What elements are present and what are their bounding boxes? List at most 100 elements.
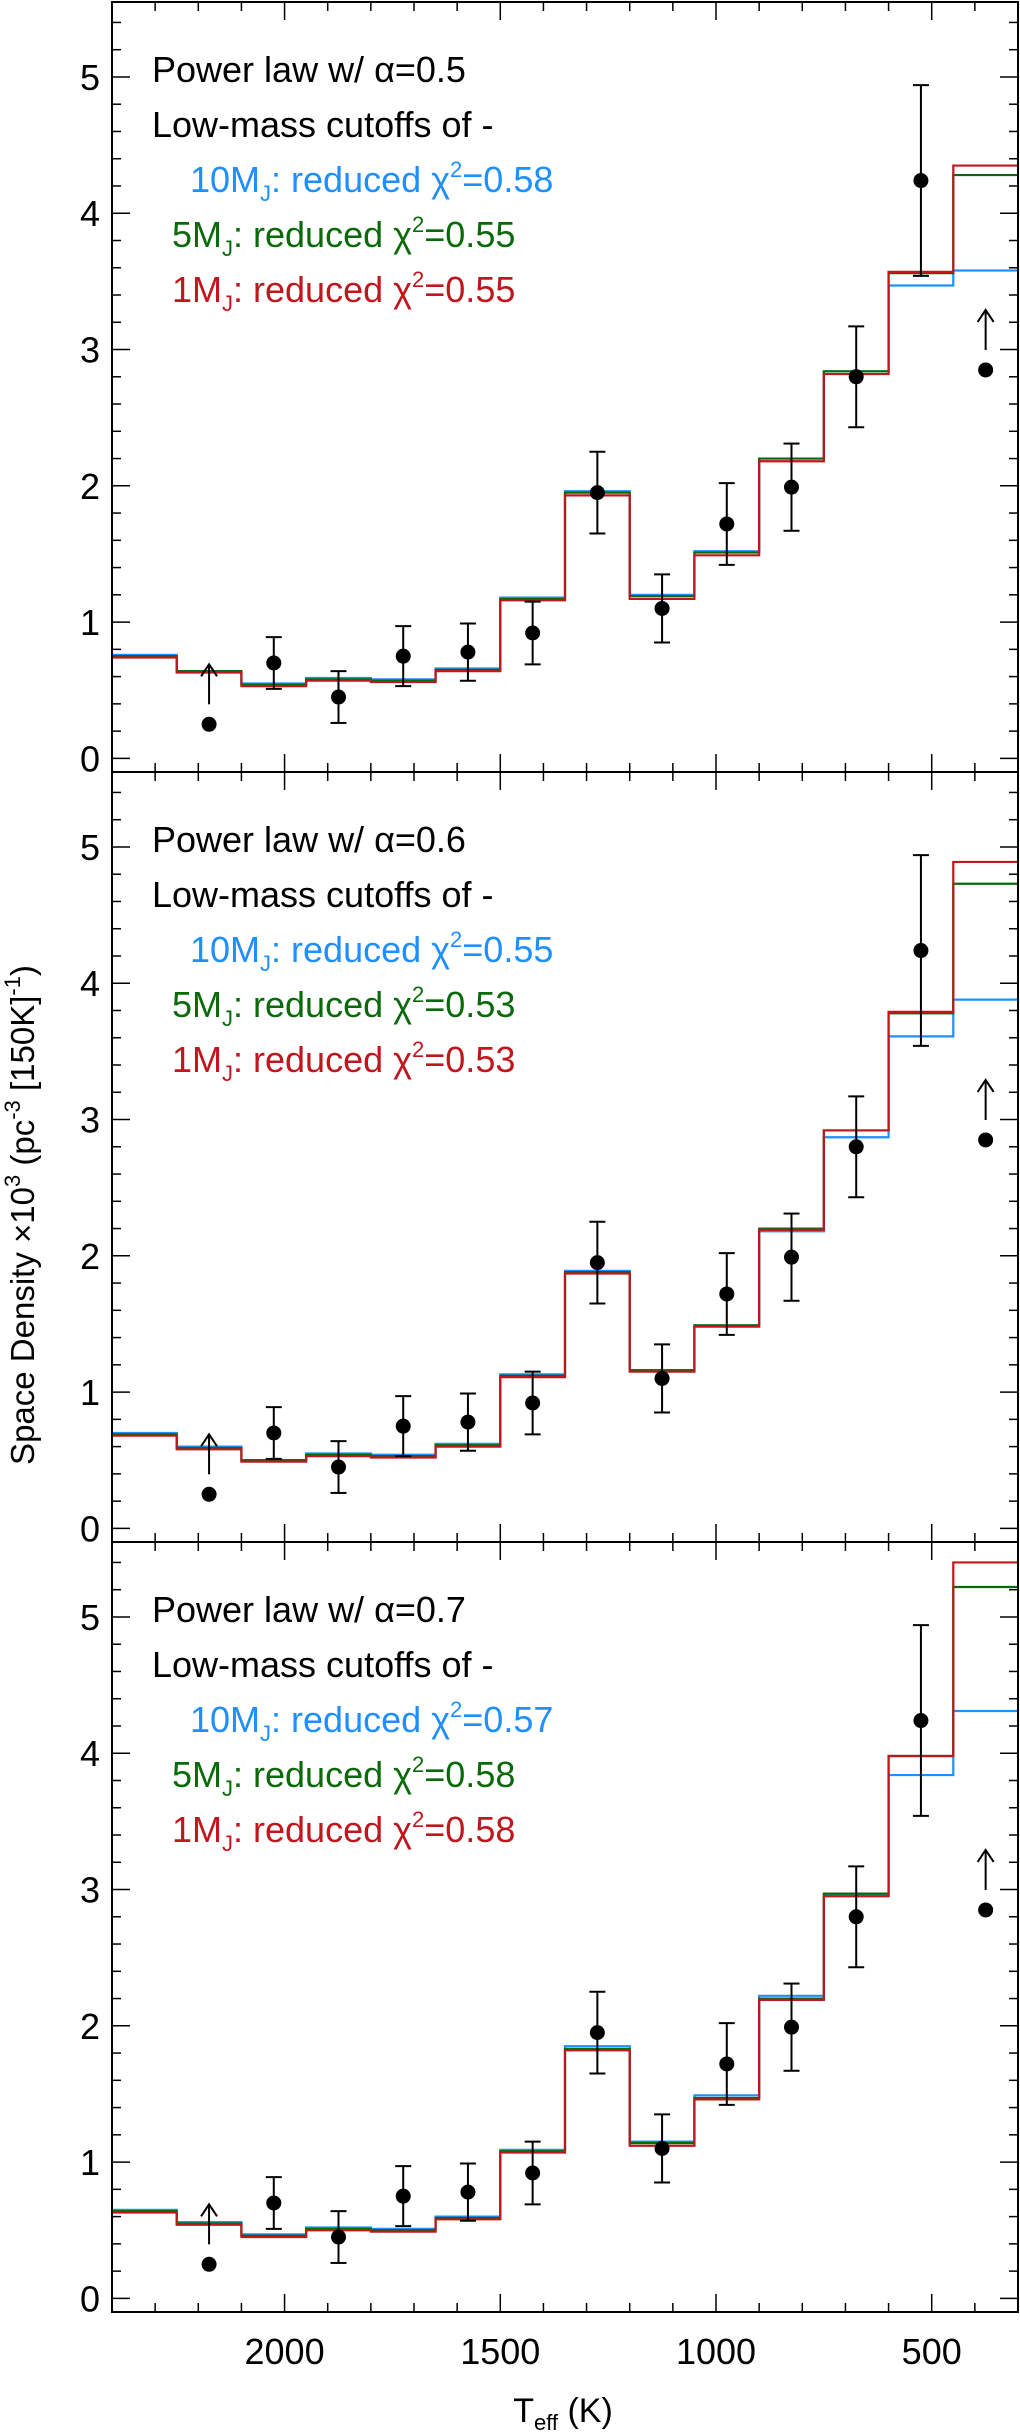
legend-text: 10M bbox=[190, 159, 260, 200]
lower-limit-arrowhead bbox=[976, 308, 995, 323]
legend-text: J bbox=[222, 1831, 233, 1856]
panel-1: 0 1 2 3 4 5 Power law w/ α=0.5 Low-mass cutoffs… bbox=[80, 1, 1019, 779]
x-tick-label: 2000 bbox=[245, 2331, 325, 2372]
x-tick-label: 500 bbox=[902, 2331, 962, 2372]
y-tick-label: 2 bbox=[80, 466, 100, 507]
data-point bbox=[784, 479, 799, 495]
y-tick-label: 3 bbox=[80, 330, 100, 371]
data-point bbox=[395, 648, 411, 664]
data-point bbox=[460, 1414, 476, 1430]
data-point bbox=[395, 2188, 411, 2204]
lower-limit-arrowhead bbox=[200, 2202, 218, 2217]
data-point bbox=[848, 1909, 864, 1925]
legend-text: 2 bbox=[450, 927, 462, 952]
data-point bbox=[978, 1132, 994, 1148]
data-point bbox=[395, 1418, 411, 1434]
panel-title: Power law w/ α=0.7 bbox=[152, 1589, 466, 1630]
legend-text: 2 bbox=[450, 157, 462, 182]
legend-text: =0.53 bbox=[424, 984, 515, 1025]
legend-text: J bbox=[260, 1721, 271, 1746]
y-tick-label: 3 bbox=[80, 1100, 100, 1141]
y-tick-label: 0 bbox=[80, 738, 100, 779]
legend-text: : reduced χ bbox=[271, 159, 450, 200]
legend-text: =0.55 bbox=[462, 929, 553, 970]
legend-text: 1M bbox=[172, 1809, 222, 1850]
data-point bbox=[589, 485, 605, 501]
data-point bbox=[331, 689, 346, 705]
data-point bbox=[525, 625, 541, 641]
data-point bbox=[654, 1370, 670, 1386]
legend-text: : reduced χ bbox=[233, 1039, 412, 1080]
legend-text: 2 bbox=[412, 267, 424, 292]
data-point bbox=[331, 1459, 346, 1475]
data-point bbox=[201, 716, 217, 732]
legend-text: =0.58 bbox=[424, 1809, 515, 1850]
data-point bbox=[525, 1395, 541, 1411]
panel-subtitle: Low-mass cutoffs of - bbox=[152, 874, 493, 915]
legend-text: : reduced χ bbox=[233, 269, 412, 310]
x-axis-label: Teff (K) bbox=[513, 2392, 613, 2431]
legend-text: 10M bbox=[190, 1699, 260, 1740]
data-point bbox=[913, 943, 929, 959]
legend-text: =0.58 bbox=[462, 159, 553, 200]
panel-title: Power law w/ α=0.6 bbox=[152, 819, 466, 860]
legend-text: : reduced χ bbox=[233, 984, 412, 1025]
data-point bbox=[978, 1902, 994, 1918]
data-point bbox=[266, 2195, 282, 2211]
y-tick-label: 1 bbox=[80, 602, 100, 643]
data-point bbox=[719, 1286, 735, 1302]
y-tick-label: 2 bbox=[80, 1236, 100, 1277]
panel-title: Power law w/ α=0.5 bbox=[152, 49, 466, 90]
legend-text: J bbox=[222, 291, 233, 316]
legend-entry-10m: 10MJ: reduced χ2=0.58 bbox=[190, 157, 553, 206]
data-point bbox=[784, 1249, 799, 1265]
data-point bbox=[978, 362, 994, 378]
panel-2: 0 1 2 3 4 5 Power law w/ α=0.6 Low-mass cutoffs… bbox=[80, 771, 1019, 1549]
y-tick-label: 4 bbox=[80, 193, 100, 234]
y-tick-label: 4 bbox=[80, 1733, 100, 1774]
legend-text: =0.55 bbox=[424, 214, 515, 255]
legend-text: =0.53 bbox=[424, 1039, 515, 1080]
legend-text: 2 bbox=[412, 1752, 424, 1777]
data-point bbox=[201, 1486, 217, 1502]
legend-text: 2 bbox=[412, 212, 424, 237]
y-tick-label: 1 bbox=[80, 2142, 100, 2183]
legend-text: 2 bbox=[412, 982, 424, 1007]
legend-text: 2 bbox=[412, 1807, 424, 1832]
legend-entry-5m: 5MJ: reduced χ2=0.53 bbox=[172, 982, 515, 1031]
y-tick-label: 5 bbox=[80, 1597, 100, 1638]
y-tick-label: 0 bbox=[80, 2278, 100, 2319]
panel-subtitle: Low-mass cutoffs of - bbox=[152, 1644, 493, 1685]
legend-text: 5M bbox=[172, 1754, 222, 1795]
panel-3: 0 1 2 3 4 5 Power law w/ α=0.7 Low-mass cutoffs… bbox=[80, 1541, 1019, 2372]
data-point bbox=[331, 2229, 346, 2245]
lower-limit-arrowhead bbox=[200, 662, 218, 677]
legend-text: : reduced χ bbox=[271, 1699, 450, 1740]
legend-text: 1M bbox=[172, 1039, 222, 1080]
legend-entry-5m: 5MJ: reduced χ2=0.55 bbox=[172, 212, 515, 261]
panels-layer: 0 1 2 3 4 5 Power law w/ α=0.5 Low-mass cutoffs… bbox=[80, 1, 1019, 2372]
y-tick-label: 5 bbox=[80, 57, 100, 98]
legend-entry-1m: 1MJ: reduced χ2=0.53 bbox=[172, 1037, 515, 1086]
lower-limit-arrowhead bbox=[200, 1432, 218, 1447]
data-point bbox=[654, 600, 670, 616]
legend-text: J bbox=[260, 181, 271, 206]
y-tick-label: 4 bbox=[80, 963, 100, 1004]
lower-limit-arrowhead bbox=[976, 1078, 995, 1093]
data-point bbox=[266, 655, 282, 671]
legend-text: 2 bbox=[412, 1037, 424, 1062]
legend-text: J bbox=[222, 1006, 233, 1031]
legend-text: : reduced χ bbox=[271, 929, 450, 970]
y-tick-label: 5 bbox=[80, 827, 100, 868]
data-point bbox=[525, 2165, 541, 2181]
data-point bbox=[589, 1255, 605, 1271]
legend-text: J bbox=[260, 951, 271, 976]
x-tick-label: 1000 bbox=[676, 2331, 756, 2372]
data-point bbox=[784, 2019, 799, 2035]
legend-text: =0.58 bbox=[424, 1754, 515, 1795]
data-point bbox=[913, 1713, 929, 1729]
data-point bbox=[460, 2184, 476, 2200]
panel-subtitle: Low-mass cutoffs of - bbox=[152, 104, 493, 145]
